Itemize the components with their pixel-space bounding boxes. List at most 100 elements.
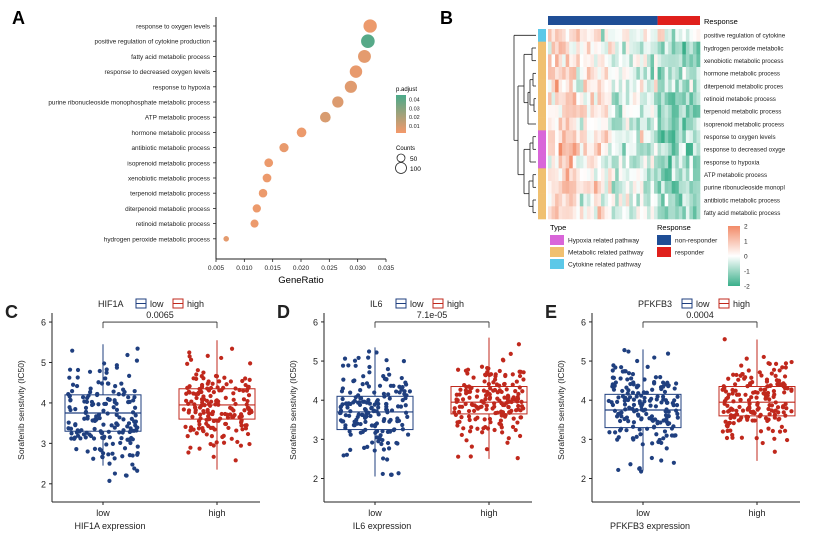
heatmap-cell: [685, 92, 690, 106]
data-point: [773, 373, 778, 378]
data-point: [370, 440, 375, 445]
heatmap-cell: [657, 41, 662, 55]
data-point: [184, 398, 189, 403]
heatmap-cell: [636, 117, 641, 131]
heatmap-cell: [593, 79, 598, 93]
counts-legend-dot-50: [396, 153, 406, 163]
data-point: [488, 386, 493, 391]
heatmap-cell: [671, 168, 676, 182]
data-point: [204, 432, 209, 437]
panel-b-label: B: [440, 8, 453, 28]
data-point: [513, 427, 518, 433]
data-point: [352, 398, 357, 404]
heatmap-cell: [565, 206, 570, 220]
heatmap-cell: [654, 54, 658, 68]
data-point: [634, 394, 639, 399]
data-point: [611, 387, 617, 392]
data-point: [785, 386, 790, 391]
heatmap-cell: [678, 105, 683, 118]
data-point: [239, 418, 244, 423]
heatmap-cell: [576, 29, 581, 42]
data-point: [198, 388, 203, 393]
data-point: [233, 386, 238, 391]
data-point: [135, 451, 140, 456]
data-point: [743, 392, 748, 397]
data-point: [110, 451, 115, 456]
data-point: [83, 435, 88, 440]
heatmap-cell: [569, 92, 574, 106]
type-bar-cell: [538, 41, 546, 55]
data-point: [80, 395, 86, 400]
heatmap-cell: [682, 54, 687, 68]
data-point: [342, 356, 348, 361]
data-point: [657, 437, 662, 443]
data-point: [644, 426, 650, 431]
heatmap-cell: [622, 79, 627, 93]
data-point: [500, 410, 506, 415]
heatmap-cell: [555, 168, 559, 182]
data-point: [612, 408, 618, 413]
data-point: [381, 418, 386, 424]
heatmap-cell: [678, 117, 683, 131]
data-point: [757, 370, 762, 375]
data-point: [729, 406, 734, 411]
data-point: [233, 458, 238, 463]
data-point: [202, 402, 207, 408]
data-point: [734, 392, 740, 397]
heatmap-cell: [548, 117, 552, 131]
type-legend: Type Hypoxia related pathway Metabolic re…: [550, 223, 644, 269]
data-point: [107, 461, 112, 466]
heatmap-cell: [590, 54, 595, 68]
heatmap-cell: [579, 67, 584, 80]
data-point: [618, 426, 624, 431]
heatmap-cell: [654, 105, 658, 118]
data-point: [186, 401, 191, 406]
heatmap-cell: [593, 143, 598, 156]
data-point: [126, 400, 131, 405]
data-point: [606, 398, 611, 404]
data-point: [223, 395, 228, 400]
data-point: [479, 364, 485, 369]
data-point: [129, 428, 135, 433]
data-point: [619, 365, 624, 370]
data-point: [245, 398, 250, 404]
data-point: [644, 411, 649, 417]
panel-a-x-tick-label: 0.015: [265, 265, 282, 272]
panel-a-label: A: [12, 8, 25, 28]
heatmap-cell: [562, 206, 566, 220]
response-annotation-bar: [548, 16, 700, 25]
data-point: [102, 361, 107, 366]
data-point: [337, 410, 343, 416]
data-point: [130, 410, 136, 415]
heatmap-cell: [671, 67, 676, 80]
type-bar-cell: [538, 130, 546, 144]
panel-a-x-tick-label: 0.020: [293, 265, 310, 272]
heatmap-cell: [583, 41, 588, 55]
data-point: [455, 420, 460, 425]
data-point: [659, 400, 664, 405]
data-point: [749, 395, 754, 400]
heatmap-cell: [618, 181, 623, 194]
heatmap-cell: [675, 79, 680, 93]
data-point: [746, 368, 751, 373]
heatmap-cell: [689, 143, 694, 156]
data-point: [400, 422, 405, 428]
heatmap-cell: [569, 181, 574, 194]
heatmap-cell: [555, 206, 559, 220]
data-point: [70, 382, 76, 387]
data-point: [112, 425, 117, 430]
heatmap-cell: [668, 29, 673, 42]
data-point: [760, 440, 765, 446]
heatmap-cell: [590, 168, 595, 182]
type-bar-cell: [538, 181, 546, 194]
data-point: [726, 376, 731, 381]
data-point: [67, 405, 72, 410]
heatmap-cell: [675, 206, 680, 220]
heatmap-cell: [576, 41, 581, 55]
data-point: [764, 395, 769, 400]
data-point: [181, 407, 186, 412]
heatmap-cell: [639, 54, 644, 68]
heatmap-cell: [654, 67, 658, 80]
data-point: [367, 364, 372, 370]
heatmap-cell: [664, 181, 669, 194]
